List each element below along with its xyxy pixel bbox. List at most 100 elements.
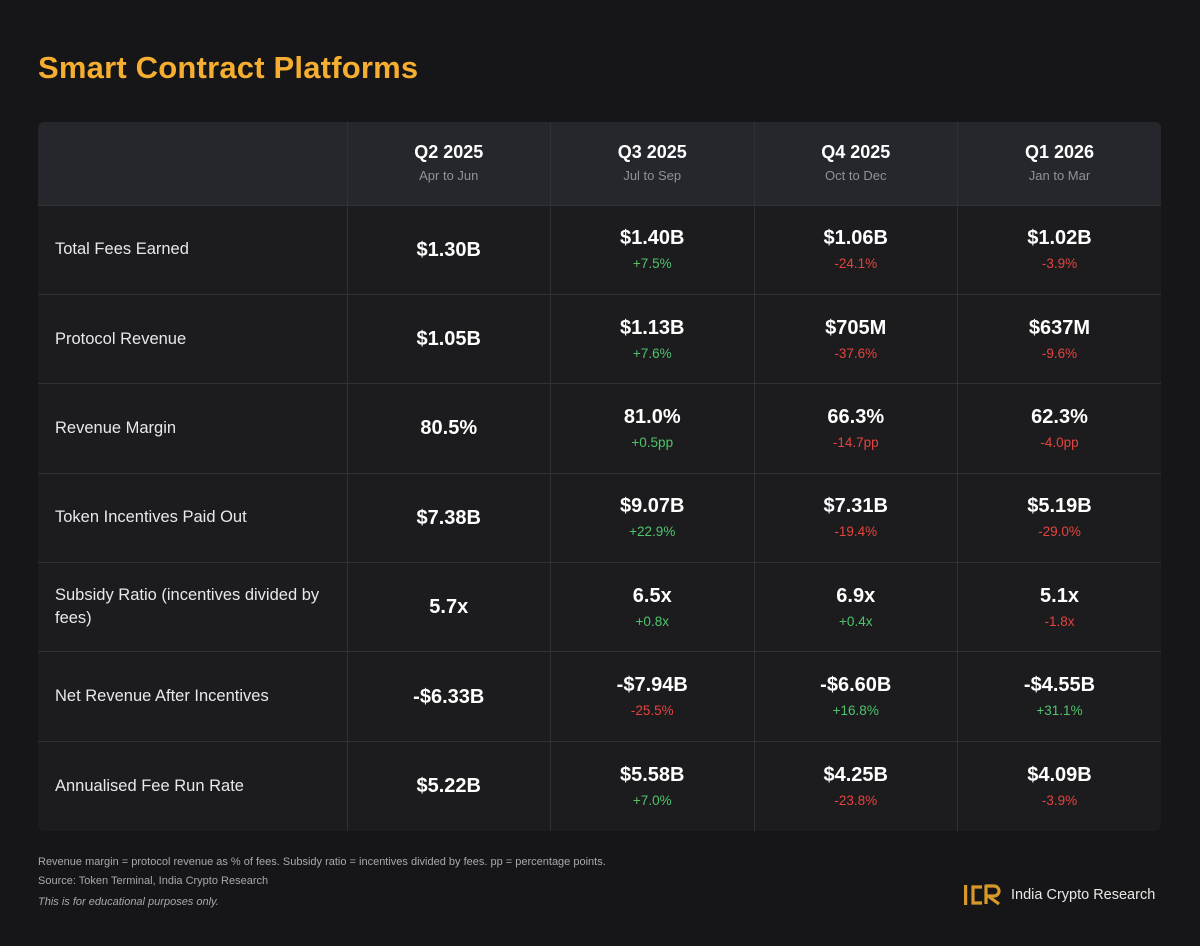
value-cell: -$7.94B -25.5%: [550, 651, 755, 742]
column-date-range: Jul to Sep: [623, 168, 682, 184]
change-value: +0.4x: [839, 613, 873, 629]
change-value: -14.7pp: [832, 434, 879, 450]
value-cell: $5.22B: [347, 741, 551, 831]
change-value: +22.9%: [629, 524, 676, 540]
table-row: Token Incentives Paid Out $7.38B $9.07B +22…: [38, 473, 1161, 564]
metric-value: $9.07B: [620, 495, 685, 518]
value-cell: $705M -37.6%: [754, 294, 958, 385]
value-cell: -$4.55B +31.1%: [957, 651, 1161, 742]
brand-name: India Crypto Research: [1011, 887, 1156, 903]
change-value: -24.1%: [834, 256, 878, 272]
metric-value: 80.5%: [420, 417, 478, 440]
value-cell: 5.1x -1.8x: [957, 562, 1161, 653]
value-cell: $1.40B +7.5%: [550, 205, 755, 295]
value-cell: 5.7x: [347, 562, 551, 653]
footer-disclaimer: This is for educational purposes only.: [38, 896, 219, 908]
value-cell: $1.06B -24.1%: [754, 205, 958, 295]
change-value: -37.6%: [834, 345, 878, 361]
metric-value: 5.7x: [429, 596, 469, 619]
header-corner-cell: [38, 122, 348, 206]
metric-value: $1.40B: [620, 227, 685, 250]
brand: India Crypto Research: [963, 883, 1155, 907]
change-value: -29.0%: [1038, 524, 1081, 540]
metric-label: Revenue Margin: [38, 383, 348, 474]
column-title: Q1 2026: [1024, 142, 1095, 163]
metric-value: $5.19B: [1027, 495, 1092, 518]
value-cell: 81.0% +0.5pp: [550, 383, 755, 474]
change-value: -3.9%: [1041, 256, 1078, 272]
value-cell: 6.9x +0.4x: [754, 562, 958, 653]
metric-value: 66.3%: [827, 405, 885, 428]
value-cell: -$6.33B: [347, 651, 551, 742]
metric-label: Subsidy Ratio (incentives divided by fee…: [38, 562, 348, 653]
metric-value: 81.0%: [623, 405, 681, 428]
metric-value: $1.02B: [1027, 227, 1092, 250]
column-date-range: Apr to Jun: [419, 168, 479, 184]
column-title: Q2 2025: [414, 142, 484, 163]
value-cell: $1.02B -3.9%: [957, 205, 1161, 295]
icr-logo-icon: [964, 884, 1001, 906]
metric-value: $4.09B: [1027, 763, 1092, 786]
metric-value: -$6.60B: [820, 674, 892, 697]
table-row: Net Revenue After Incentives -$6.33B -$7.9…: [38, 651, 1161, 742]
metric-label: Token Incentives Paid Out: [38, 473, 348, 564]
metric-value: $4.25B: [823, 763, 889, 786]
metric-value: $5.22B: [416, 775, 482, 798]
table-row: Protocol Revenue $1.05B $1.13B +7.6% $705M -3…: [38, 294, 1161, 385]
table-row: Revenue Margin 80.5% 81.0% +0.5pp 66.3% -14.7…: [38, 383, 1161, 474]
metric-value: $1.30B: [416, 238, 482, 261]
change-value: -23.8%: [834, 792, 878, 808]
change-value: -19.4%: [834, 524, 878, 540]
value-cell: $1.13B +7.6%: [550, 294, 755, 385]
change-value: +0.5pp: [631, 434, 674, 450]
column-date-range: Jan to Mar: [1028, 168, 1091, 184]
metric-value: $5.58B: [620, 763, 685, 786]
footer-notes: Revenue margin = protocol revenue as % o…: [38, 853, 606, 912]
value-cell: 80.5%: [347, 383, 551, 474]
value-cell: 6.5x +0.8x: [550, 562, 755, 653]
metric-value: -$4.55B: [1023, 674, 1096, 697]
metric-label: Net Revenue After Incentives: [38, 651, 348, 742]
table-header-row: Q2 2025 Apr to Jun Q3 2025 Jul to Sep Q4 202…: [38, 122, 1161, 206]
metrics-table-container: Q2 2025 Apr to Jun Q3 2025 Jul to Sep Q4 202…: [38, 122, 1161, 831]
value-cell: $5.19B -29.0%: [957, 473, 1161, 564]
change-value: -3.9%: [1041, 792, 1078, 808]
value-cell: $5.58B +7.0%: [550, 741, 755, 831]
metric-value: $637M: [1028, 316, 1091, 339]
change-value: -1.8x: [1044, 613, 1075, 629]
table-row: Annualised Fee Run Rate $5.22B $5.58B +7.0%…: [38, 741, 1162, 831]
column-header-q2-2025: Q2 2025 Apr to Jun: [347, 122, 551, 206]
change-value: +0.8x: [635, 613, 669, 629]
metric-value: $7.38B: [416, 506, 482, 529]
change-value: +16.8%: [832, 703, 879, 719]
change-value: -4.0pp: [1040, 434, 1079, 450]
column-title: Q4 2025: [821, 142, 891, 163]
table-body: Total Fees Earned $1.30B $1.40B +7.5% $1.06B…: [38, 205, 1161, 831]
change-value: +7.6%: [632, 345, 672, 361]
column-title: Q3 2025: [617, 142, 687, 163]
table-row: Total Fees Earned $1.30B $1.40B +7.5% $1.06B…: [38, 205, 1161, 295]
metric-value: $7.31B: [823, 495, 889, 518]
metric-value: 62.3%: [1031, 405, 1088, 428]
value-cell: 66.3% -14.7pp: [754, 383, 958, 474]
value-cell: 62.3% -4.0pp: [957, 383, 1161, 474]
change-value: +31.1%: [1036, 703, 1083, 719]
metric-value: 6.5x: [632, 584, 672, 607]
metric-value: -$6.33B: [413, 685, 485, 708]
value-cell: $637M -9.6%: [957, 294, 1161, 385]
footer-note: Revenue margin = protocol revenue as % o…: [38, 856, 606, 868]
change-value: -9.6%: [1041, 345, 1078, 361]
metric-value: -$7.94B: [616, 674, 688, 697]
value-cell: -$6.60B +16.8%: [754, 651, 958, 742]
value-cell: $4.09B -3.9%: [958, 741, 1162, 830]
value-cell: $4.25B -23.8%: [754, 741, 958, 831]
table-row: Subsidy Ratio (incentives divided by fee…: [38, 562, 1161, 653]
metric-value: 5.1x: [1040, 584, 1079, 607]
metric-value: $1.06B: [823, 227, 889, 250]
metric-label: Protocol Revenue: [38, 294, 348, 385]
column-header-q4-2025: Q4 2025 Oct to Dec: [754, 122, 958, 206]
change-value: +7.0%: [632, 792, 672, 808]
column-header-q1-2026: Q1 2026 Jan to Mar: [957, 122, 1161, 206]
value-cell: $9.07B +22.9%: [550, 473, 755, 564]
metric-label: Total Fees Earned: [38, 205, 348, 295]
